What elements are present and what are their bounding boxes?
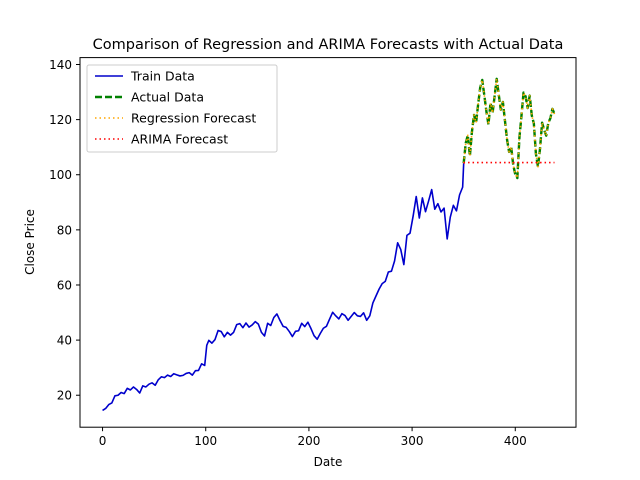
chart-title: Comparison of Regression and ARIMA Forec… (93, 37, 564, 53)
y-axis-ticks: 20 40 60 80 100 120 140 (49, 58, 80, 403)
plot-series (102, 77, 556, 412)
y-tick-label: 140 (49, 58, 72, 72)
x-tick-label: 200 (297, 434, 320, 448)
y-tick-label: 60 (57, 278, 72, 292)
x-tick-label: 400 (504, 434, 527, 448)
y-tick-label: 20 (57, 389, 72, 403)
legend-label-arima-forecast: ARIMA Forecast (131, 132, 228, 147)
series-line-train-data (102, 163, 465, 412)
y-tick-label: 100 (49, 168, 72, 182)
x-axis-ticks: 0 100 200 300 400 (99, 427, 527, 448)
x-tick-label: 100 (194, 434, 217, 448)
series-line-arima-forecast (463, 161, 555, 164)
legend: Train Data Actual Data Regression Forecast… (86, 64, 278, 153)
x-axis-label: Date (314, 455, 343, 469)
plot-frame (79, 57, 577, 428)
legend-label-actual-data: Actual Data (131, 90, 204, 105)
legend-box (86, 64, 278, 153)
y-tick-label: 40 (57, 334, 72, 348)
y-tick-label: 120 (49, 113, 72, 127)
legend-label-train-data: Train Data (130, 69, 195, 84)
legend-label-regression-forecast: Regression Forecast (131, 111, 256, 126)
x-tick-label: 0 (99, 434, 107, 448)
y-axis-label: Close Price (23, 209, 37, 275)
x-tick-label: 300 (401, 434, 424, 448)
series-line-regression-forecast (462, 78, 556, 179)
y-tick-label: 80 (57, 223, 72, 237)
